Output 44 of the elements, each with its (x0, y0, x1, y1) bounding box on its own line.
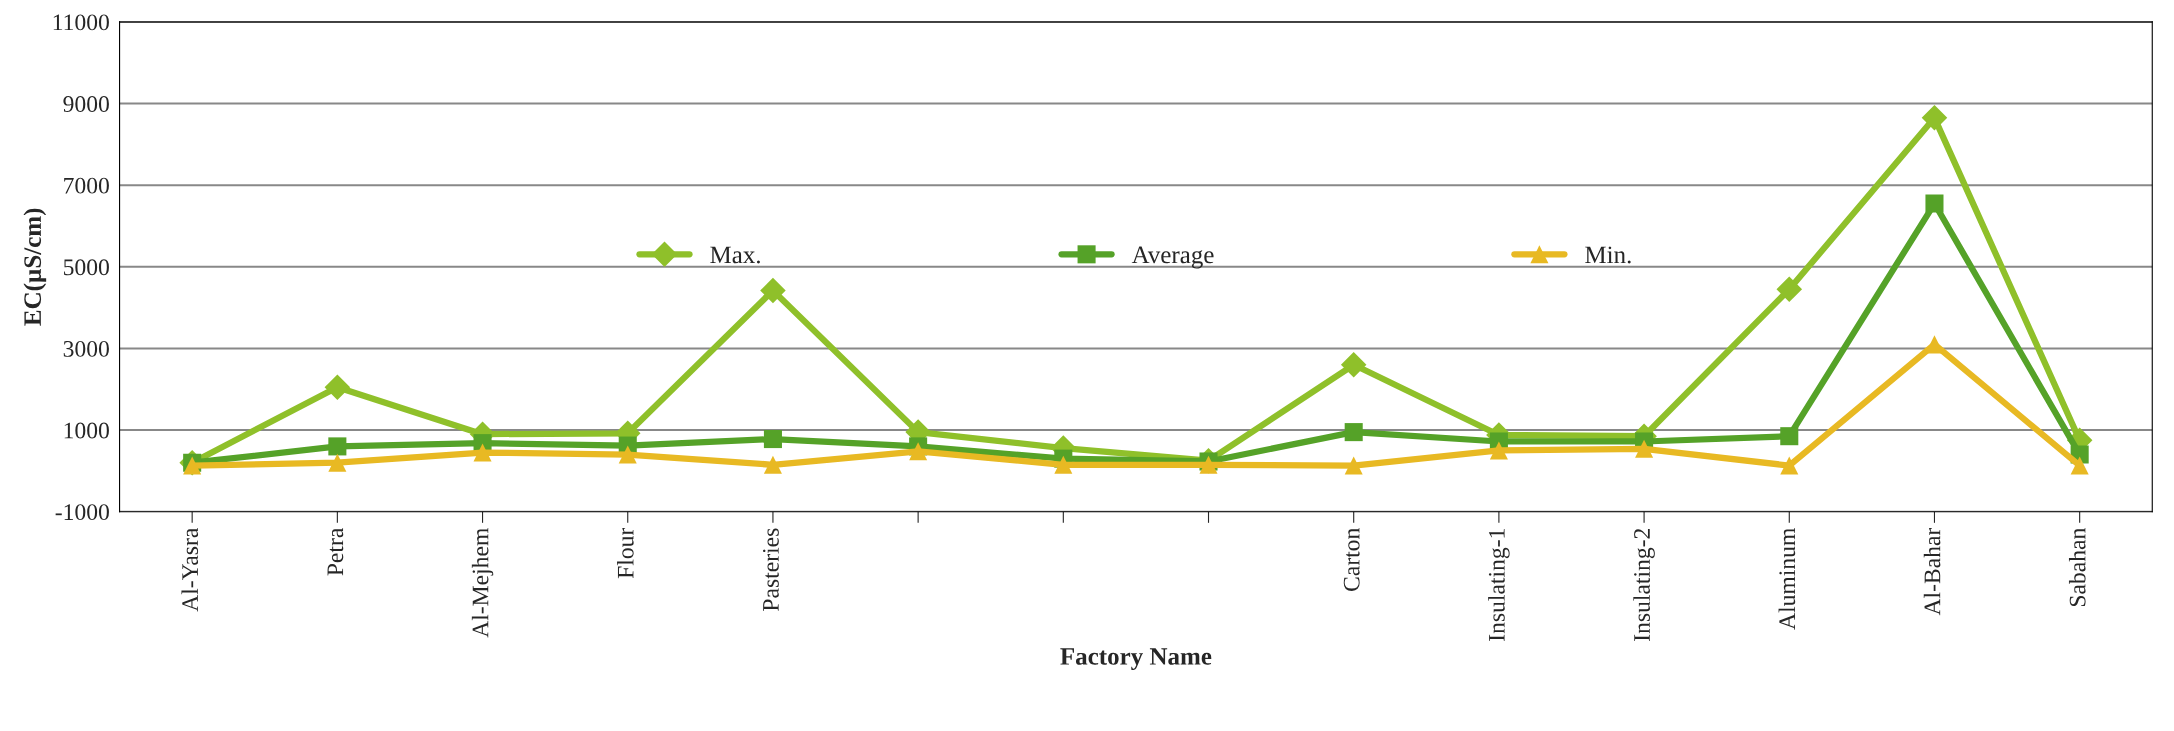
point (618, 445, 637, 464)
x-axis-title: Factory Name (1060, 648, 1212, 670)
point (1344, 456, 1363, 475)
point (1780, 456, 1799, 475)
x-tick-label: Al-Mejhem (471, 528, 494, 638)
point (1489, 441, 1508, 460)
y-tick-label: 5000 (64, 259, 109, 276)
x-tick-label: Petra (327, 528, 344, 576)
x-tick-label: Insulating-2 (1633, 528, 1655, 641)
point (1344, 423, 1363, 442)
y-tick-label: 7000 (64, 177, 109, 194)
y-axis-title: EC(µS/cm) (23, 208, 47, 326)
y-tick-label: 11000 (53, 14, 109, 31)
y-tick-label: 1000 (64, 422, 109, 439)
point (328, 437, 347, 456)
x-tick-label: Flour (617, 527, 634, 579)
y-tick-label: 9000 (63, 96, 109, 112)
point (1340, 352, 1367, 378)
point (909, 442, 928, 461)
x-tick-label: Al-Yasra (181, 528, 199, 612)
point (328, 453, 347, 472)
point (1635, 439, 1654, 458)
x-tick-label: Sabahan (2068, 528, 2086, 607)
point (1054, 455, 1073, 474)
point (1921, 105, 1948, 131)
legend-label: Average (1131, 246, 1214, 269)
y-tick-label: 3000 (63, 340, 109, 357)
point (1776, 276, 1803, 303)
point (763, 455, 782, 474)
point (1780, 427, 1799, 446)
x-tick-label: Pasteries (762, 528, 779, 611)
point (2070, 456, 2089, 475)
legend-label: Max. (710, 246, 760, 264)
point (324, 374, 351, 400)
x-tick-label: Aluminum (1778, 528, 1796, 630)
x-tick-label: Insulating-1 (1488, 529, 1510, 641)
x-tick-label: Carton (1343, 528, 1360, 591)
y-tick-label: -1000 (55, 504, 109, 521)
point (763, 430, 782, 449)
point (473, 443, 492, 462)
legend-label: Min. (1585, 246, 1631, 264)
x-tick-label: Al-Bahar (1923, 527, 1941, 616)
point (760, 277, 786, 304)
point (1925, 194, 1944, 213)
